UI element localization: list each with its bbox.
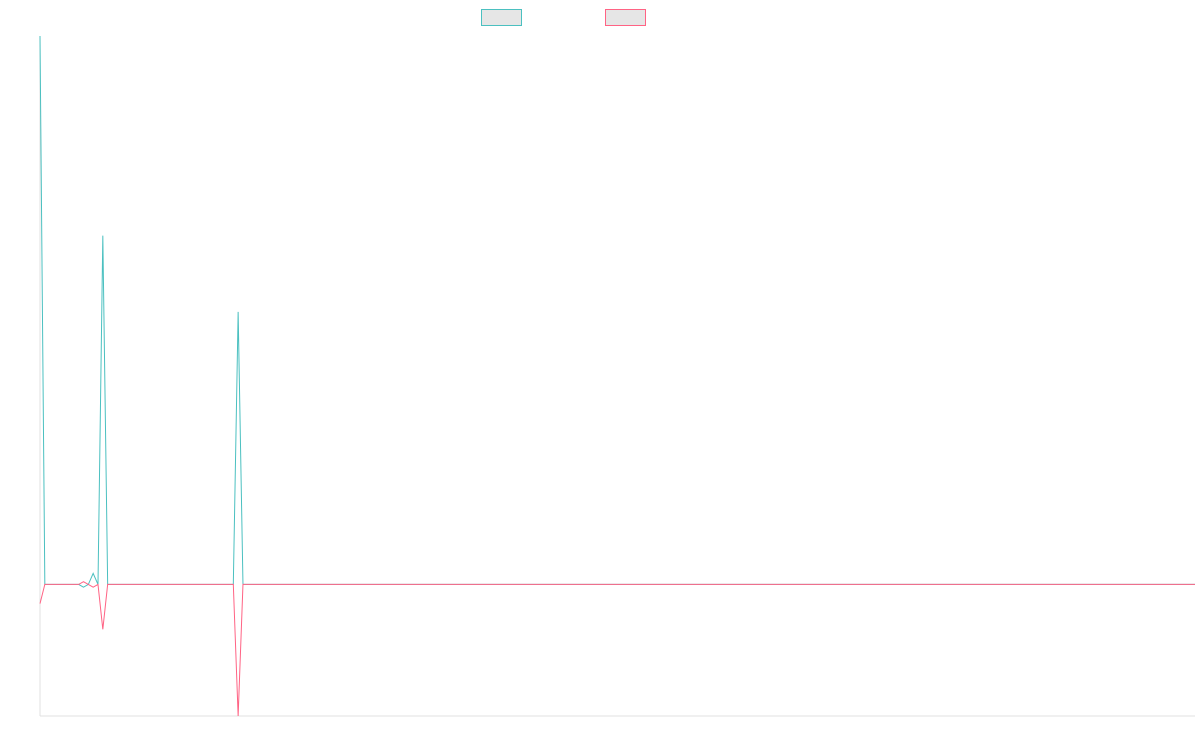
series-line-1 — [39, 35, 1195, 588]
series-line-2 — [39, 581, 1195, 717]
legend-swatch-2[interactable] — [605, 9, 646, 26]
series-layer — [39, 35, 1195, 717]
legend-swatch-1[interactable] — [481, 9, 522, 26]
